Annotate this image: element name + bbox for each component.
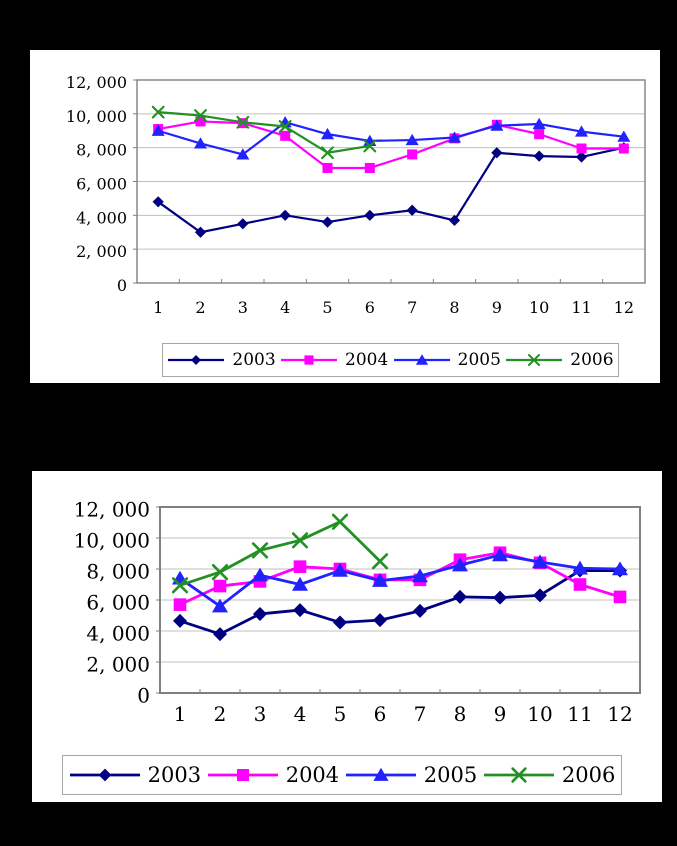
- legend-sample-square-icon: [281, 355, 338, 365]
- svg-text:8, 000: 8, 000: [86, 560, 150, 584]
- legend-sample-x-icon: [483, 767, 554, 783]
- legend-item-2006: 2006: [483, 763, 615, 787]
- svg-text:12, 000: 12, 000: [74, 498, 150, 522]
- svg-text:10: 10: [527, 702, 552, 726]
- legend-label: 2006: [570, 350, 614, 370]
- series-2005: [172, 547, 628, 613]
- svg-text:2: 2: [195, 298, 205, 317]
- y-axis: 0 2, 000 4, 000 6, 000 8, 000 10, 000 12, 000: [74, 498, 160, 708]
- bottom-chart-panel: 0 2, 000 4, 000 6, 000 8, 000 10, 000 12, 000 1…: [32, 471, 662, 802]
- legend-item-2004: 2004: [207, 763, 339, 787]
- svg-text:4: 4: [280, 298, 290, 317]
- svg-text:2, 000: 2, 000: [76, 242, 127, 261]
- legend-item-2003: 2003: [167, 350, 276, 370]
- svg-text:5: 5: [322, 298, 332, 317]
- svg-text:12: 12: [614, 298, 634, 317]
- svg-text:6, 000: 6, 000: [86, 591, 150, 615]
- svg-text:7: 7: [407, 298, 417, 317]
- legend-item-2004: 2004: [280, 350, 388, 370]
- svg-text:8, 000: 8, 000: [76, 141, 127, 160]
- top-chart: 0 2, 000 4, 000 6, 000 8, 000 10, 000 12, 000 1…: [30, 50, 660, 387]
- svg-text:1: 1: [174, 702, 187, 726]
- series-2004: [153, 116, 629, 173]
- top-chart-panel: 0 2, 000 4, 000 6, 000 8, 000 10, 000 12, 000 1…: [30, 50, 660, 383]
- svg-text:8: 8: [454, 702, 467, 726]
- legend-label: 2003: [147, 763, 202, 787]
- svg-text:12, 000: 12, 000: [66, 73, 127, 92]
- x-axis: 1 2 3 4 5 6 7 8 9 10 11 12: [159, 689, 641, 726]
- svg-text:12: 12: [607, 702, 632, 726]
- legend-sample-diamond-icon: [69, 768, 140, 782]
- svg-text:4: 4: [294, 702, 307, 726]
- svg-text:4, 000: 4, 000: [76, 208, 127, 227]
- svg-text:9: 9: [494, 702, 507, 726]
- svg-text:6: 6: [365, 298, 375, 317]
- series-2006: [151, 105, 377, 160]
- gridlines: [160, 537, 640, 663]
- svg-text:1: 1: [153, 298, 163, 317]
- legend-label: 2005: [423, 763, 478, 787]
- svg-text:10, 000: 10, 000: [74, 529, 150, 553]
- svg-text:2, 000: 2, 000: [86, 653, 150, 677]
- svg-text:6: 6: [374, 702, 387, 726]
- legend-sample-x-icon: [506, 354, 563, 366]
- svg-text:3: 3: [254, 702, 267, 726]
- gridlines: [137, 113, 645, 250]
- legend-sample-diamond-icon: [168, 355, 225, 365]
- svg-text:6, 000: 6, 000: [76, 175, 127, 194]
- svg-text:11: 11: [571, 298, 591, 317]
- legend-item-2005: 2005: [393, 350, 501, 370]
- legend-item-2003: 2003: [69, 763, 201, 787]
- series-2006: [171, 513, 389, 594]
- legend-label: 2006: [561, 763, 616, 787]
- svg-text:10: 10: [529, 298, 549, 317]
- series-2003: [152, 142, 630, 238]
- legend-sample-triangle-icon: [393, 354, 450, 365]
- plot-border: [159, 506, 641, 694]
- x-axis: 1 2 3 4 5 6 7 8 9 10 11 12: [136, 279, 646, 317]
- plot-border: [136, 79, 646, 284]
- legend-label: 2004: [345, 350, 389, 370]
- svg-text:10, 000: 10, 000: [66, 107, 127, 126]
- legend-label: 2005: [457, 350, 501, 370]
- svg-text:5: 5: [334, 702, 347, 726]
- svg-text:7: 7: [414, 702, 427, 726]
- legend-sample-square-icon: [207, 769, 278, 781]
- legend-label: 2003: [232, 350, 276, 370]
- svg-text:2: 2: [214, 702, 227, 726]
- svg-text:0: 0: [137, 684, 150, 708]
- svg-text:0: 0: [117, 276, 127, 295]
- legend-label: 2004: [285, 763, 340, 787]
- top-chart-legend: 2003 2004 2005 2006: [162, 343, 619, 377]
- series-2003: [173, 563, 627, 642]
- y-axis: 0 2, 000 4, 000 6, 000 8, 000 10, 000 12, 000: [66, 73, 137, 295]
- legend-item-2005: 2005: [345, 763, 477, 787]
- svg-text:8: 8: [449, 298, 459, 317]
- svg-text:9: 9: [492, 298, 502, 317]
- svg-text:4, 000: 4, 000: [86, 622, 150, 646]
- svg-text:3: 3: [238, 298, 248, 317]
- bottom-chart-legend: 2003 2004 2005 2006: [62, 755, 622, 795]
- svg-text:11: 11: [567, 702, 592, 726]
- legend-sample-triangle-icon: [345, 767, 416, 781]
- bottom-chart: 0 2, 000 4, 000 6, 000 8, 000 10, 000 12, 000 1…: [32, 471, 662, 806]
- legend-item-2006: 2006: [505, 350, 614, 370]
